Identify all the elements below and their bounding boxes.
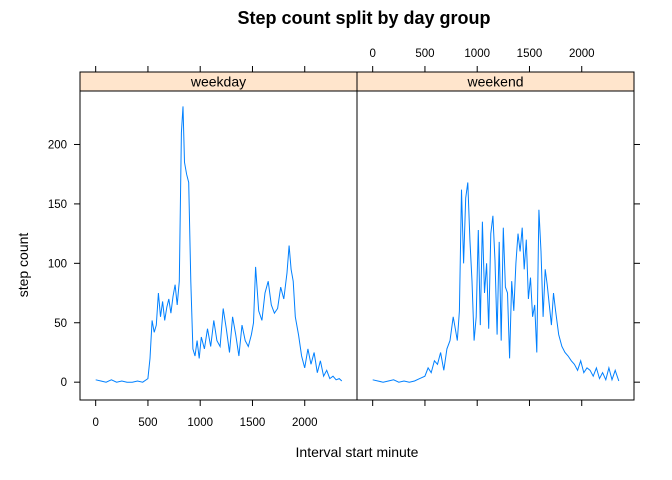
strip-label-weekday: weekday [190,74,246,90]
series-line-weekday [95,106,343,383]
x-tick-label-top: 2000 [569,48,595,60]
x-axis-label: Interval start minute [296,444,419,460]
series-line-weekend [372,182,620,383]
strip-label-weekend: weekend [466,74,523,90]
y-tick-label: 200 [48,139,67,151]
chart-title: Step count split by day group [237,8,490,28]
x-tick-label-bottom: 1500 [240,417,266,429]
panel-border-weekend [356,90,635,401]
x-tick-label-bottom: 500 [138,417,157,429]
x-tick-label-top: 0 [369,48,375,60]
y-axis-label: step count [15,233,31,298]
x-tick-label-top: 500 [415,48,434,60]
x-tick-label-bottom: 2000 [292,417,318,429]
y-tick-label: 0 [61,377,67,389]
x-tick-label-bottom: 0 [92,417,98,429]
panels: weekday weekend00500500100010001500150020… [48,48,640,429]
x-tick-label-top: 1500 [517,48,543,60]
y-tick-label: 100 [48,258,67,270]
y-tick-label: 150 [48,199,67,211]
panel-border-weekday [79,90,358,401]
x-tick-label-bottom: 1000 [187,417,213,429]
y-tick-label: 50 [54,318,67,330]
x-tick-label-top: 1000 [464,48,490,60]
